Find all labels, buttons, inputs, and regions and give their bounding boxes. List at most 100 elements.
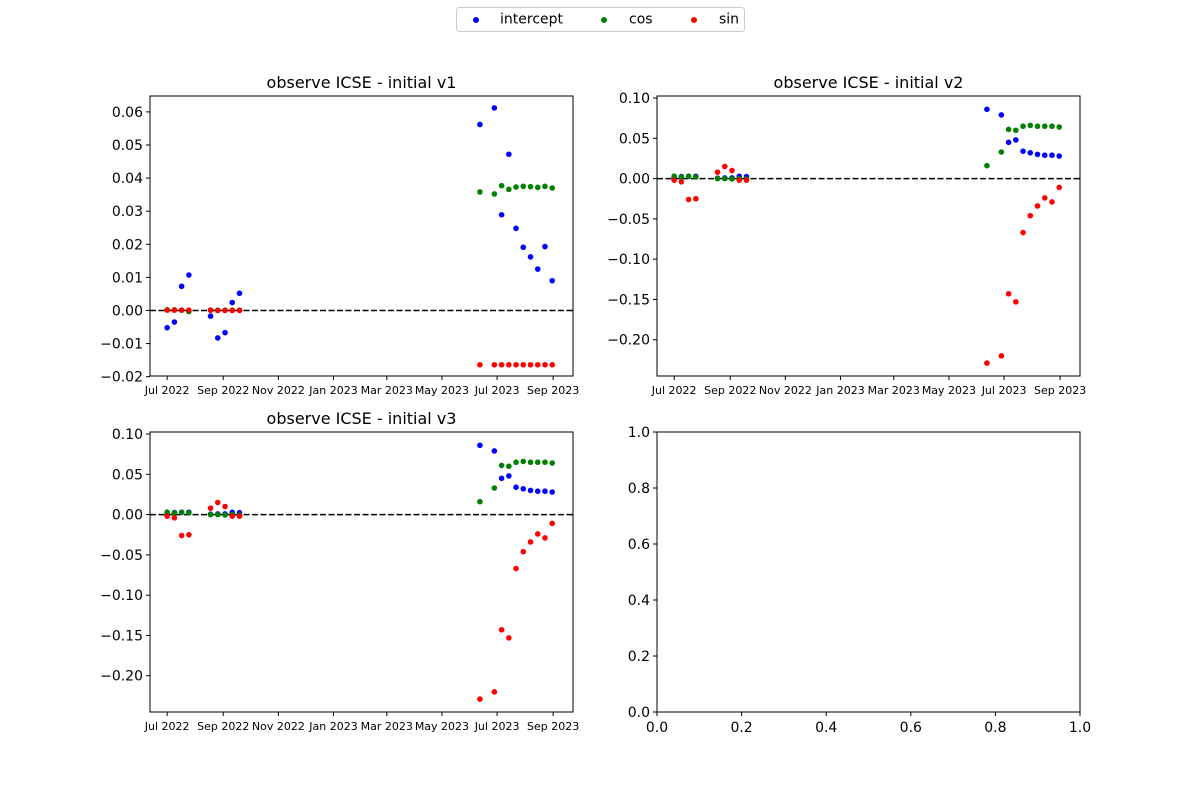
point-cos: [534, 184, 541, 191]
point-cos: [721, 175, 728, 182]
point-intercept: [527, 254, 534, 260]
legend-marker-intercept: [473, 17, 479, 23]
x-tick-label: 0.8: [984, 720, 1006, 736]
point-intercept: [171, 319, 178, 325]
point-sin: [520, 361, 527, 368]
point-sin: [229, 513, 236, 520]
point-sin: [477, 361, 483, 368]
point-cos: [671, 173, 677, 179]
subplot-v1: Jul 2022 Sep 2022 Nov 2022 Jan 2023 Mar 2023…: [100, 73, 579, 397]
point-intercept: [491, 448, 498, 454]
point-cos: [513, 459, 519, 466]
point-sin: [178, 307, 185, 313]
y-tick-label: 0.05: [619, 131, 650, 147]
x-tick-label: Sep 2022: [704, 384, 756, 397]
point-intercept: [1041, 152, 1048, 159]
x-tick-label: Mar 2023: [361, 384, 413, 397]
point-cos: [222, 512, 228, 518]
point-intercept: [207, 313, 214, 319]
x-tick-label: Jul 2022: [144, 384, 190, 397]
point-sin: [498, 627, 505, 633]
y-tick-label: −0.05: [607, 212, 650, 228]
point-sin: [506, 361, 512, 368]
point-sin: [513, 361, 519, 368]
point-intercept: [542, 488, 548, 495]
point-cos: [1049, 123, 1055, 130]
point-sin: [549, 361, 556, 368]
subplot-title: observe ICSE - initial v1: [267, 73, 457, 92]
point-sin: [671, 177, 677, 184]
point-sin: [164, 307, 170, 313]
x-tick-label: Sep 2023: [527, 720, 579, 733]
x-tick-label: Jul 2023: [981, 384, 1027, 397]
point-sin: [214, 307, 221, 314]
point-sin: [527, 361, 534, 368]
point-cos: [477, 189, 483, 195]
y-tick-label: 0.00: [112, 508, 143, 524]
y-tick-label: 0.01: [112, 270, 143, 286]
point-cos: [549, 460, 556, 466]
y-tick-label: 0.03: [112, 204, 143, 220]
point-cos: [477, 498, 483, 505]
point-intercept: [214, 335, 221, 341]
y-tick-label: 0.05: [112, 138, 143, 154]
point-sin: [736, 177, 743, 184]
point-sin: [214, 499, 221, 506]
point-sin: [222, 503, 228, 510]
point-sin: [236, 307, 243, 314]
axes-frame: [656, 95, 1081, 377]
series-sin: [671, 163, 1063, 366]
point-cos: [1020, 123, 1026, 130]
x-tick-label: Sep 2022: [197, 720, 249, 733]
point-cos: [527, 183, 534, 190]
point-intercept: [498, 212, 505, 218]
x-tick-label: 0.2: [730, 720, 752, 736]
point-sin: [1041, 195, 1048, 201]
x-tick-label: 0.6: [900, 720, 922, 736]
y-tick-label: 0.8: [628, 481, 650, 497]
legend-marker-cos: [601, 17, 607, 23]
point-sin: [984, 360, 990, 366]
legend-label-sin: sin: [719, 12, 739, 28]
point-sin: [171, 515, 178, 521]
point-sin: [178, 532, 185, 539]
y-tick-label: 0.10: [112, 427, 143, 443]
subplot-title: observe ICSE - initial v3: [267, 409, 457, 428]
y-tick-label: 0.02: [112, 237, 143, 253]
y-tick-label: 1.0: [628, 425, 650, 441]
point-cos: [214, 511, 221, 518]
point-sin: [520, 548, 527, 555]
point-sin: [743, 177, 750, 184]
legend-entry-cos: cos: [601, 12, 653, 28]
point-cos: [685, 173, 692, 179]
point-sin: [1013, 299, 1019, 305]
point-intercept: [477, 121, 483, 128]
x-tick-label: Sep 2022: [197, 384, 249, 397]
point-intercept: [1034, 151, 1041, 158]
y-tick-label: 0.04: [112, 171, 143, 187]
point-sin: [491, 689, 498, 695]
x-tick-label: Sep 2023: [1034, 384, 1086, 397]
y-tick-label: −0.20: [607, 333, 650, 349]
point-sin: [164, 513, 170, 520]
x-tick-label: Jul 2022: [144, 720, 190, 733]
point-sin: [207, 307, 214, 313]
point-sin: [229, 307, 236, 314]
point-intercept: [520, 486, 527, 492]
point-cos: [513, 184, 519, 190]
x-tick-label: Mar 2023: [868, 384, 920, 397]
point-cos: [506, 463, 512, 470]
series-cos: [671, 122, 1063, 182]
point-intercept: [1056, 153, 1063, 159]
point-cos: [1005, 126, 1012, 133]
point-sin: [477, 696, 483, 702]
y-tick-label: −0.15: [100, 628, 143, 644]
point-cos: [506, 186, 512, 193]
legend: intercept cos sin: [456, 7, 745, 32]
x-tick-label: Jan 2023: [815, 384, 864, 397]
point-intercept: [1049, 152, 1055, 159]
point-sin: [729, 167, 735, 174]
series-intercept: [164, 105, 556, 341]
point-intercept: [506, 473, 512, 479]
